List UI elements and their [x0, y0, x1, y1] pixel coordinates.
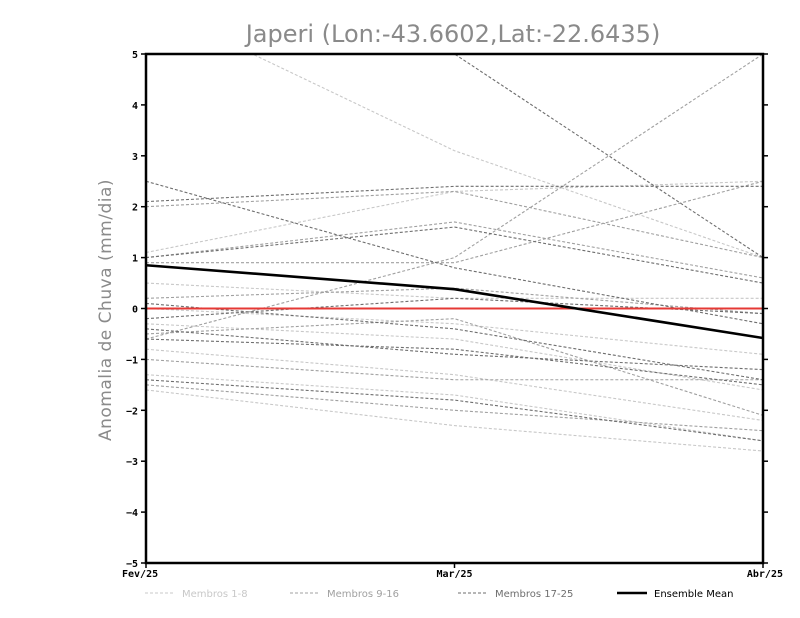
- member-line-2-3: [146, 180, 763, 264]
- x-tick-label: Mar/25: [436, 569, 472, 580]
- y-tick-label: 0: [132, 305, 138, 316]
- y-tick-label: −1: [126, 355, 138, 366]
- legend-label-3: Membros 17-25: [495, 589, 573, 600]
- member-line-1-4: [146, 307, 763, 355]
- member-line-1-6: [146, 348, 763, 422]
- member-line-3-4: [146, 302, 763, 381]
- member-line-1-7: [146, 374, 763, 442]
- legend-label-1: Membros 1-8: [182, 589, 248, 600]
- member-line-3-8: [146, 379, 763, 442]
- member-line-3-9: [453, 54, 763, 259]
- member-line-2-6: [146, 54, 763, 340]
- y-tick-label: 4: [132, 101, 138, 112]
- member-line-2-4: [146, 287, 763, 315]
- ensemble-mean-line: [146, 263, 763, 340]
- member-line-3-1: [146, 185, 763, 203]
- y-tick-label: −2: [126, 406, 138, 417]
- member-line-1-1: [251, 54, 763, 259]
- y-tick-label: −3: [126, 457, 138, 468]
- member-line-2-2: [146, 221, 763, 279]
- chart-title: Japeri (Lon:-43.6602,Lat:-22.6435): [244, 20, 661, 48]
- y-tick-label: 2: [132, 203, 138, 214]
- member-line-1-3: [146, 282, 763, 299]
- member-line-2-5: [146, 318, 763, 416]
- member-line-2-1: [146, 190, 763, 259]
- member-line-2-8: [146, 384, 763, 432]
- x-tick-label: Abr/25: [747, 569, 783, 580]
- member-line-3-3: [146, 226, 763, 284]
- member-line-2-7: [146, 358, 763, 381]
- y-axis-label: Anomalia de Chuva (mm/dia): [96, 179, 116, 441]
- y-tick-label: 1: [132, 254, 138, 265]
- member-line-1-2: [146, 180, 763, 254]
- member-line-1-8: [146, 389, 763, 452]
- member-line-3-2: [146, 180, 763, 325]
- member-line-3-7: [146, 338, 763, 386]
- legend-label-4: Ensemble Mean: [654, 589, 733, 600]
- y-tick-label: −4: [126, 508, 138, 519]
- x-tick-label: Fev/25: [122, 569, 158, 580]
- y-tick-label: 3: [132, 152, 138, 163]
- y-tick-label: 5: [132, 50, 138, 61]
- legend-label-2: Membros 9-16: [327, 589, 399, 600]
- y-tick-label: −5: [126, 559, 138, 570]
- member-line-3-6: [146, 328, 763, 371]
